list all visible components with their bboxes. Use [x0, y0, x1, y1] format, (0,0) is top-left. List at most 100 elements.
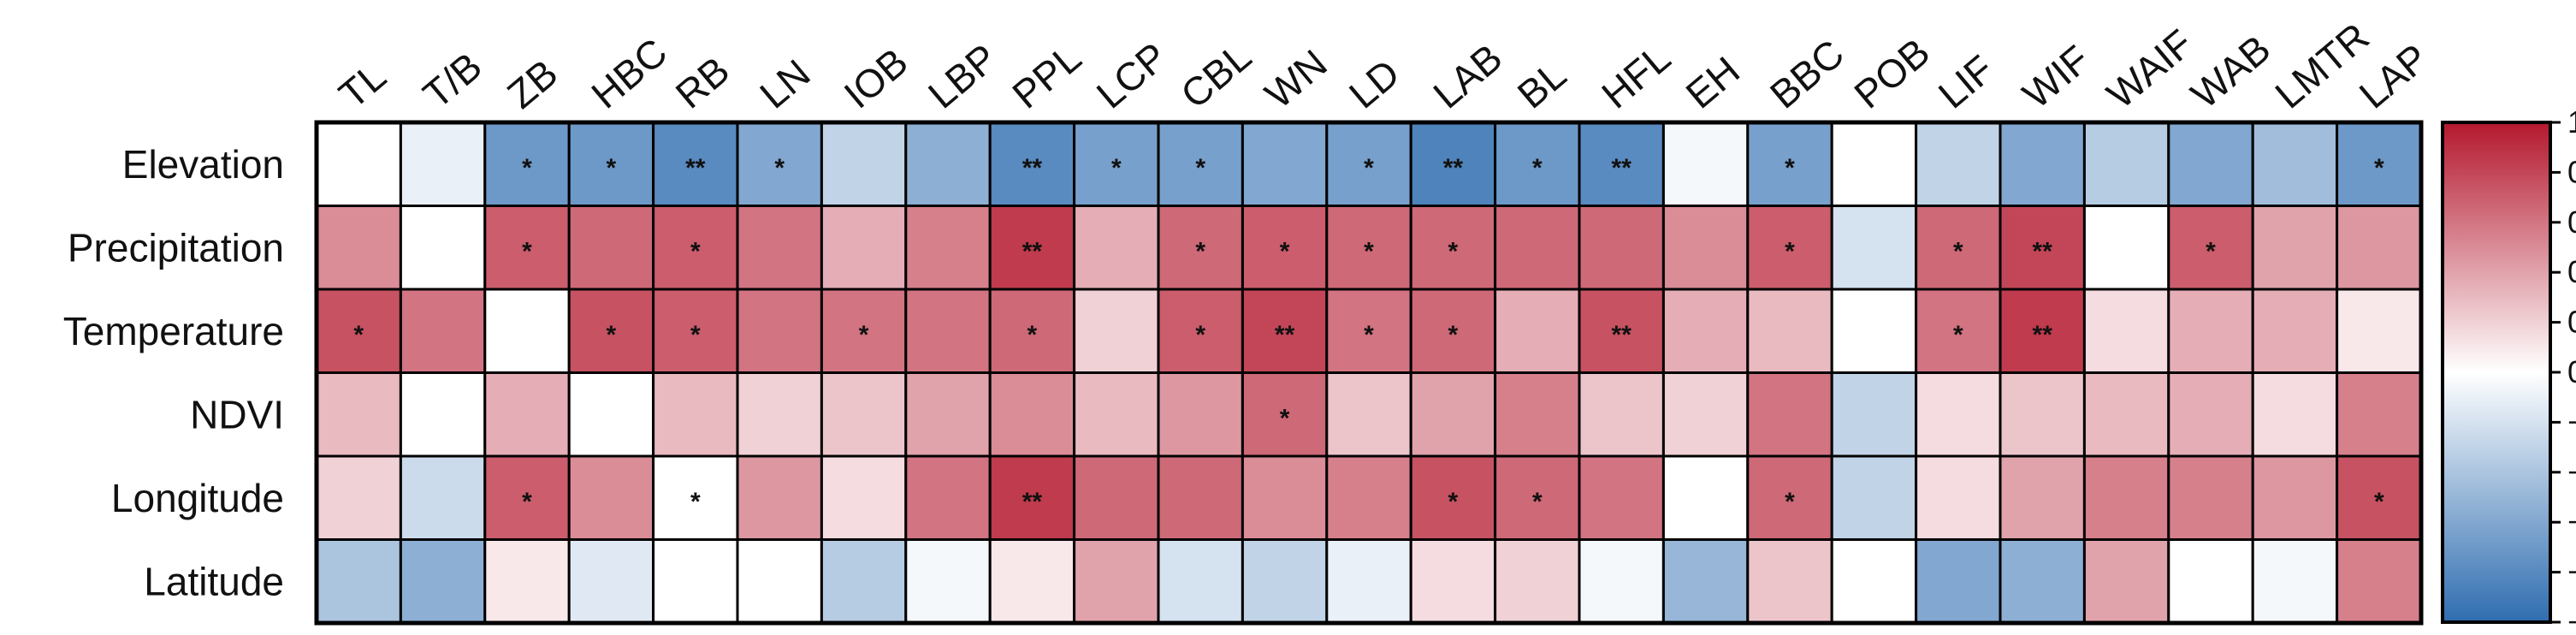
- sig-temperature-ppl: *: [1027, 321, 1038, 349]
- cell-temperature-zb: [483, 288, 571, 374]
- cell-ndvi-wab: [2167, 371, 2254, 458]
- sig-temperature-hbc: *: [607, 321, 617, 349]
- cell-elevation-lif: [1915, 121, 2002, 207]
- cell-temperature-wif: [1999, 288, 2086, 374]
- colorbar-tick-label: −0.2: [2567, 404, 2576, 439]
- sig-temperature-lif: *: [1953, 321, 1963, 349]
- cell-temperature-ln: [736, 288, 823, 374]
- cell-elevation-wn: [1241, 121, 1329, 207]
- cell-latitude-pob: [1830, 538, 1918, 625]
- row-label-longitude: Longitude: [111, 476, 284, 520]
- column-label-cbl: CBL: [1172, 33, 1259, 116]
- cell-ndvi-wn: [1241, 371, 1329, 458]
- cell-longitude-wab: [2167, 454, 2254, 541]
- cell-latitude-hfl: [1578, 538, 1665, 625]
- cell-ndvi-zb: [483, 371, 571, 458]
- cell-elevation-waif: [2082, 121, 2170, 207]
- column-label-wif: WIF: [2014, 37, 2098, 117]
- cell-ndvi-wif: [1999, 371, 2086, 458]
- sig-elevation-lap: *: [2374, 154, 2384, 182]
- colorbar: −1 −0.8 −0.6 −0.4 −0.2 0 0.2 0.4 0.6 0.8 1: [2441, 104, 2576, 635]
- cell-elevation-t-b: [399, 121, 487, 207]
- sig-temperature-wn: **: [1275, 321, 1295, 349]
- cell-precipitation-bl: [1494, 205, 1581, 291]
- cell-latitude-eh: [1661, 538, 1750, 625]
- cell-precipitation-zb: [483, 205, 571, 291]
- sig-elevation-lcp: *: [1111, 154, 1122, 182]
- column-label-lab: LAB: [1424, 35, 1510, 117]
- cell-latitude-bl: [1494, 538, 1581, 625]
- sig-elevation-bbc: *: [1785, 154, 1795, 182]
- sig-temperature-iob: *: [859, 321, 869, 349]
- cell-temperature-wn: [1241, 288, 1329, 374]
- column-label-lif: LIF: [1930, 46, 2002, 117]
- cell-precipitation-ln: [736, 205, 823, 291]
- cell-ndvi-lcp: [1073, 371, 1160, 458]
- cell-longitude-ld: [1325, 454, 1412, 541]
- cell-longitude-lmtr: [2251, 454, 2339, 541]
- cell-precipitation-wif: [1999, 205, 2086, 291]
- sig-temperature-wif: **: [2033, 321, 2053, 349]
- cell-ndvi-rb: [652, 371, 739, 458]
- cell-ndvi-bbc: [1746, 371, 1833, 458]
- column-label-zb: ZB: [499, 50, 566, 117]
- column-label-rb: RB: [667, 48, 737, 117]
- cell-precipitation-lcp: [1073, 205, 1160, 291]
- cell-ndvi-lab: [1409, 371, 1497, 458]
- column-label-hfl: HFL: [1593, 35, 1679, 117]
- sig-elevation-ld: *: [1364, 154, 1374, 182]
- cell-elevation-lmtr: [2251, 121, 2339, 207]
- cell-latitude-cbl: [1157, 538, 1244, 625]
- sig-precipitation-ld: *: [1364, 237, 1374, 265]
- sig-elevation-rb: **: [685, 154, 706, 182]
- row-label-elevation: Elevation: [122, 142, 284, 187]
- cell-precipitation-eh: [1661, 205, 1750, 291]
- row-label-latitude: Latitude: [144, 559, 284, 603]
- sig-ndvi-wn: *: [1280, 404, 1290, 432]
- cell-ndvi-ln: [736, 371, 823, 458]
- sig-longitude-bl: *: [1532, 488, 1543, 516]
- cell-latitude-waif: [2082, 538, 2170, 625]
- sig-temperature-rb: *: [690, 321, 701, 349]
- column-label-pob: POB: [1845, 29, 1938, 116]
- sig-precipitation-lif: *: [1953, 237, 1963, 265]
- significance-markers: * * ** * ** * * * ** * ** * ** * ** * * * * * * ** ** * * * * * ** * *…: [353, 154, 2384, 516]
- cell-latitude-t-b: [399, 538, 487, 625]
- column-label-ln: LN: [751, 50, 818, 117]
- row-label-temperature: Temperature: [63, 309, 284, 353]
- column-label-wn: WN: [1257, 41, 1335, 117]
- cell-latitude-tl: [315, 538, 402, 625]
- cell-longitude-cbl: [1157, 454, 1244, 541]
- cell-latitude-ppl: [988, 538, 1076, 625]
- cell-longitude-iob: [820, 454, 908, 541]
- cell-precipitation-hfl: [1578, 205, 1665, 291]
- cell-temperature-bl: [1494, 288, 1581, 374]
- cell-elevation-lbp: [904, 121, 992, 207]
- sig-precipitation-ppl: **: [1022, 237, 1043, 265]
- column-label-lmtr: LMTR: [2266, 14, 2377, 116]
- sig-precipitation-wif: **: [2033, 237, 2053, 265]
- cell-elevation-pob: [1830, 121, 1918, 207]
- sig-precipitation-cbl: *: [1195, 237, 1205, 265]
- cell-elevation-iob: [820, 121, 908, 207]
- colorbar-ticks: −1 −0.8 −0.6 −0.4 −0.2 0 0.2 0.4 0.6 0.8 1: [2550, 104, 2576, 635]
- cell-latitude-wif: [1999, 538, 2086, 625]
- cell-temperature-lap: [2336, 288, 2423, 374]
- cell-elevation-bbc: [1746, 121, 1833, 207]
- sig-precipitation-wn: *: [1280, 237, 1290, 265]
- colorbar-tick-label: −0.4: [2567, 454, 2576, 490]
- row-labels: Elevation Precipitation Temperature NDVI Lon…: [63, 142, 284, 604]
- cell-ndvi-lmtr: [2251, 371, 2339, 458]
- column-label-bl: BL: [1509, 52, 1575, 117]
- cell-latitude-wn: [1241, 538, 1329, 625]
- cell-latitude-zb: [483, 538, 571, 625]
- cell-longitude-t-b: [399, 454, 487, 541]
- cell-precipitation-tl: [315, 205, 402, 291]
- cell-latitude-iob: [820, 538, 908, 625]
- sig-longitude-rb: *: [690, 488, 701, 516]
- cell-latitude-lcp: [1073, 538, 1160, 625]
- cell-precipitation-hbc: [567, 205, 655, 291]
- column-label-wab: WAB: [2182, 27, 2278, 117]
- cell-longitude-ln: [736, 454, 823, 541]
